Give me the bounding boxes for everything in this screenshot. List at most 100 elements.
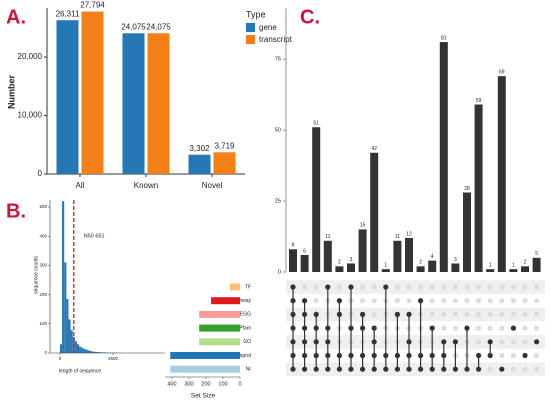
matrix-dot-empty <box>429 311 435 317</box>
set-size-bar <box>199 310 240 318</box>
matrix-dot-empty <box>371 311 377 317</box>
intersection-bar <box>370 152 379 272</box>
matrix-dot <box>499 366 505 372</box>
y-tick-label: 500 <box>39 204 47 209</box>
matrix-dot <box>360 311 366 317</box>
matrix-dot-empty <box>464 311 470 317</box>
matrix-dot-empty <box>476 298 482 304</box>
matrix-dot <box>487 352 493 359</box>
matrix-dot <box>348 366 354 372</box>
bar <box>56 20 79 174</box>
value-label: 51 <box>313 121 319 127</box>
x-tick-label: Novel <box>202 181 223 190</box>
legend-label: transcript <box>259 35 293 44</box>
x-axis-label: length of sequence <box>59 368 101 374</box>
matrix-dot-empty <box>302 284 308 290</box>
y-tick-label: 0 <box>44 350 47 355</box>
matrix-dot <box>336 352 342 359</box>
value-label: 2 <box>419 260 422 266</box>
matrix-dot <box>336 298 342 304</box>
histogram-bar <box>76 344 80 353</box>
matrix-dot <box>487 339 493 345</box>
y-tick-label: 10,000 <box>18 111 43 120</box>
value-label: 24,075 <box>146 22 171 31</box>
set-label: Nr <box>246 367 252 373</box>
histogram-bar <box>89 350 92 353</box>
matrix-dot <box>360 325 366 331</box>
matrix-dot <box>429 352 435 359</box>
panel-label: C. <box>300 6 320 28</box>
y-tick-label: 100 <box>39 321 47 326</box>
matrix-dot <box>302 339 308 345</box>
set-size-tick-label: 300 <box>184 381 193 387</box>
matrix-dot <box>441 366 447 372</box>
matrix-dot <box>325 325 331 331</box>
matrix-dot <box>290 284 296 290</box>
matrix-dot <box>313 311 319 317</box>
matrix-dot <box>290 311 296 317</box>
matrix-dot-empty <box>522 366 528 372</box>
value-label: 26,311 <box>56 9 80 18</box>
matrix-dot <box>371 366 377 372</box>
intersection-bar <box>289 249 297 272</box>
matrix-dot <box>290 298 296 304</box>
value-label: 3 <box>350 257 353 263</box>
set-label: Uniprot <box>235 353 252 359</box>
value-label: 2 <box>524 260 527 266</box>
matrix-dot <box>383 366 389 372</box>
set-size-bar <box>170 365 240 373</box>
set-size-tick-label: 400 <box>167 381 176 387</box>
bar <box>81 11 104 174</box>
y-tick-label: 75 <box>275 57 281 63</box>
y-tick-label: 0 <box>278 269 281 275</box>
matrix-dot <box>302 325 308 331</box>
histogram-bar <box>59 344 63 353</box>
matrix-dot-empty <box>441 325 447 331</box>
intersection-bar <box>335 266 344 272</box>
x-tick-label: 2500 <box>108 356 119 361</box>
bar <box>147 33 170 174</box>
intersection-bar <box>486 269 495 272</box>
matrix-dot <box>348 352 354 359</box>
y-tick-label: 25 <box>275 198 281 204</box>
matrix-dot-empty <box>499 325 505 331</box>
matrix-dot-empty <box>499 284 505 290</box>
value-label: 4 <box>431 254 434 260</box>
intersection-bar <box>463 192 471 272</box>
matrix-dot <box>394 311 400 317</box>
value-label: 8 <box>292 243 295 249</box>
set-label: Pfam <box>239 325 251 331</box>
legend-swatch <box>246 23 255 32</box>
value-label: 5 <box>535 251 538 257</box>
value-label: 28 <box>464 186 470 192</box>
matrix-dot <box>302 366 308 372</box>
matrix-dot-empty <box>476 339 482 345</box>
set-size-title: Set Size <box>191 393 216 400</box>
matrix-dot-empty <box>522 284 528 290</box>
matrix-dot-empty <box>406 284 412 290</box>
matrix-dot-empty <box>476 325 482 331</box>
value-label: 3,719 <box>214 141 235 150</box>
intersection-bar <box>474 104 483 272</box>
matrix-dot-empty <box>487 284 493 290</box>
matrix-dot <box>452 339 458 345</box>
legend-title: Type <box>246 9 266 19</box>
value-label: 27,794 <box>80 1 105 10</box>
histogram-bar <box>85 349 88 353</box>
matrix-dot-empty <box>394 284 400 290</box>
histogram-bar <box>93 351 97 353</box>
histogram-bar <box>96 352 99 353</box>
matrix-dot-empty <box>452 298 458 304</box>
value-label: 81 <box>441 35 447 41</box>
set-size-bar <box>229 283 240 291</box>
intersection-bar <box>451 263 460 272</box>
histogram-bar <box>87 350 90 353</box>
set-size-bar <box>211 297 240 305</box>
histogram-bar <box>83 348 86 353</box>
y-axis-label: sequence counts <box>33 256 39 294</box>
matrix-dot-empty <box>499 298 505 304</box>
value-label: 15 <box>360 223 366 229</box>
intersection-bar <box>393 240 402 272</box>
matrix-row-shade <box>286 280 545 294</box>
